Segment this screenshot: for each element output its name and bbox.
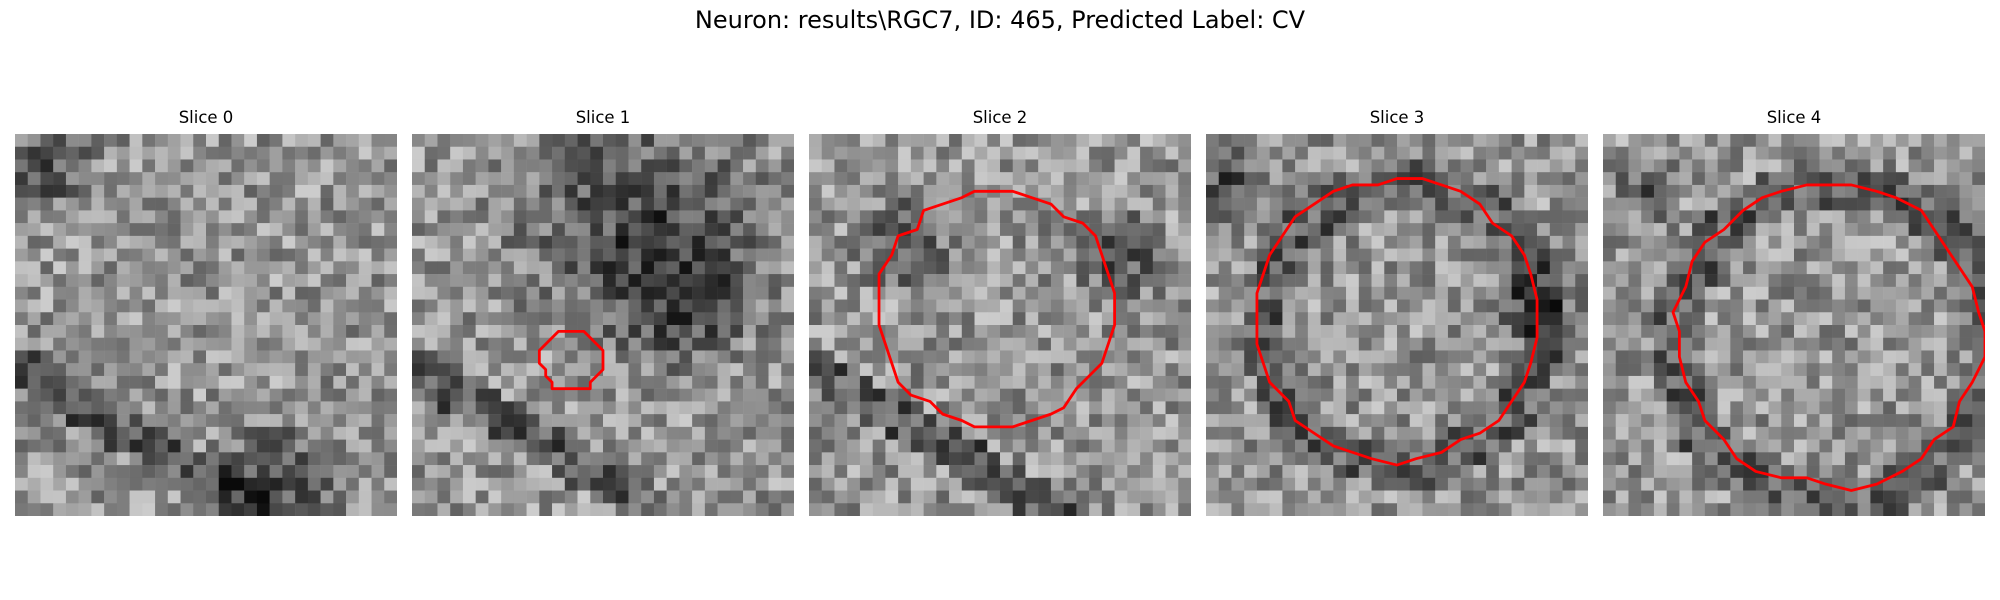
figure-title: Neuron: results\RGC7, ID: 465, Predicted… <box>694 6 1306 34</box>
slice-1-contour <box>537 329 605 391</box>
slice-4-contour <box>1671 183 1985 492</box>
slice-2-image <box>809 134 1191 516</box>
slice-1-pixels <box>412 134 794 516</box>
slice-3-image <box>1206 134 1588 516</box>
slice-2-contour <box>877 189 1117 429</box>
slice-0-pixels <box>15 134 397 516</box>
slice-2-title: Slice 2 <box>972 108 1028 127</box>
slice-0-image <box>15 134 397 516</box>
slice-1-title: Slice 1 <box>575 108 631 127</box>
slice-3-title: Slice 3 <box>1369 108 1425 127</box>
slice-3-contour <box>1255 177 1539 467</box>
slice-4-image <box>1603 134 1985 516</box>
slice-0-title: Slice 0 <box>178 108 234 127</box>
slice-3-pixels <box>1206 134 1588 516</box>
slice-2-pixels <box>809 134 1191 516</box>
slice-4-pixels <box>1603 134 1985 516</box>
slice-1-image <box>412 134 794 516</box>
slice-4-title: Slice 4 <box>1766 108 1822 127</box>
